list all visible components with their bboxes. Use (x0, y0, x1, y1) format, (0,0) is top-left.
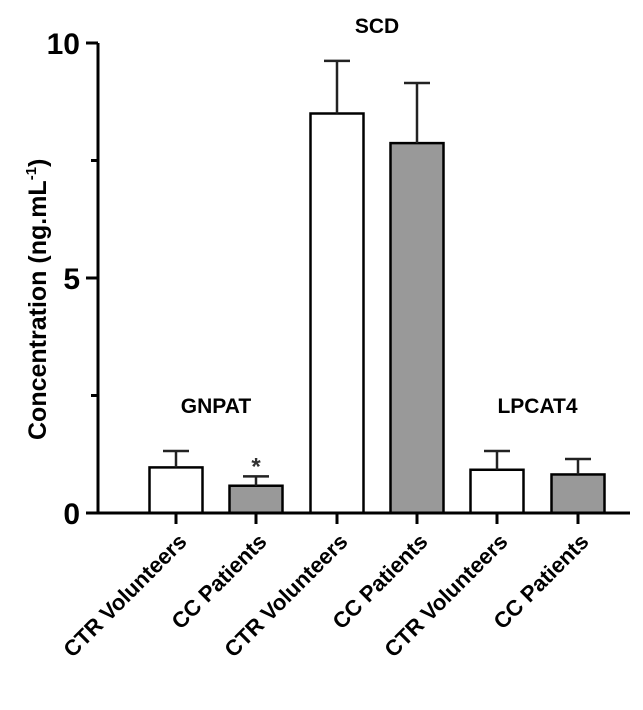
group-label-0: GNPAT (181, 395, 252, 418)
bar-2 (309, 112, 365, 515)
y-tick-label-0: 0 (63, 498, 80, 531)
error-bar-5 (565, 457, 591, 475)
significance-marker-0: * (251, 453, 261, 480)
error-bar-0 (163, 449, 189, 468)
group-label-1: SCD (355, 15, 399, 38)
bar-1 (228, 484, 284, 515)
x-ticks (174, 513, 580, 524)
y-axis-label: Concentration (ng.mL-1) (23, 159, 52, 440)
group-label-2: LPCAT4 (497, 395, 577, 418)
error-bar-2 (324, 59, 350, 114)
error-bar-4 (484, 449, 510, 470)
error-bar-3 (404, 81, 430, 144)
bar-3 (389, 141, 445, 515)
x-tick-label-0: CTR Volunteers (58, 529, 191, 662)
error-bar-1 (243, 475, 269, 486)
bar-5 (550, 473, 606, 515)
y-tick-label-2: 10 (47, 28, 80, 61)
bar-0 (148, 466, 204, 515)
error-bars-layer (163, 59, 591, 486)
y-ticks: 0 5 10 (47, 28, 98, 531)
bar-4 (469, 468, 525, 515)
y-tick-label-1: 5 (63, 263, 80, 296)
bars-layer (148, 112, 606, 515)
